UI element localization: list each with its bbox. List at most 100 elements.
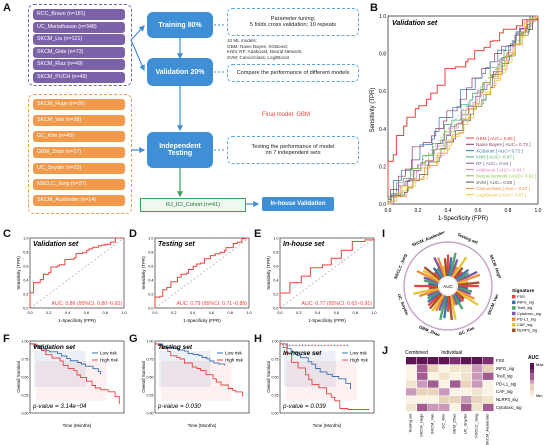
circular-bar (447, 295, 453, 320)
circular-bar (454, 271, 463, 280)
combined-label: Combined (405, 350, 428, 356)
panel-label-f: F (3, 333, 10, 345)
heatmap-cell (461, 357, 472, 365)
circular-bar (451, 266, 459, 278)
training-cohort-item: SKCM_PUCH (n=49) (33, 71, 125, 83)
models-note: 10 ML models: GBM; Naive Bayes; XGBoost; K… (227, 38, 303, 60)
circular-bar (452, 293, 464, 310)
x-tick-label: 0.4 (445, 208, 452, 214)
circular-bar (455, 268, 470, 281)
y-tick-label: 0.8 (148, 250, 153, 254)
col-label: GBM_Zhao (452, 413, 457, 434)
heatmap-cell (461, 396, 472, 404)
heatmap-cell (439, 357, 450, 365)
set-label: SKCM_Auslander (411, 229, 446, 247)
circular-bar (457, 273, 481, 284)
low-risk-curve (279, 343, 351, 390)
legend-label: Cancerclass [ AUC= 0.57 ] (476, 186, 530, 191)
training-cohort-group (28, 4, 132, 86)
heatmap-cell (428, 396, 439, 404)
circular-bar (457, 288, 472, 296)
panel-label-i: I (382, 228, 386, 240)
y-tick-label: 0.25 (272, 393, 279, 397)
y-tick-label: 0.8 (379, 52, 386, 58)
censor-mark: + (327, 343, 330, 349)
circular-bar (427, 291, 441, 303)
x-tick-label: 0.2 (171, 311, 176, 315)
circular-bar (455, 290, 479, 306)
circular-bar (423, 276, 439, 284)
auc-label: AUC: 0.86 (95%CI: 0.80~0.92) (51, 301, 122, 307)
heatmap-cell (417, 364, 428, 373)
legend-label: GBM [ AUC= 0.86 ] (476, 136, 515, 141)
legend-swatch (512, 306, 516, 310)
censor-mark: + (285, 343, 288, 349)
legend-swatch (512, 317, 516, 321)
circular-bar (453, 267, 464, 279)
testing-cohort-group (28, 94, 132, 214)
legend-gradient-step (530, 380, 534, 384)
col-label: SKCM_Hugo (419, 413, 424, 437)
plot-frame (154, 237, 250, 309)
legend-gradient-step (530, 366, 534, 370)
roc-curve (154, 237, 249, 308)
heatmap-cell (417, 388, 428, 396)
testing-note: Testing the performance of model on 7 ind… (227, 136, 359, 164)
diagonal-line (279, 237, 375, 309)
y-tick-label: 1.0 (23, 236, 28, 240)
legend-swatch (512, 328, 516, 333)
y-tick-label: 0.50 (147, 375, 154, 379)
roc-chart-validation: Validation set AUC: 0.86 (95%CI: 0.80~0.9… (16, 236, 127, 323)
legend-label: Tcell_sig (517, 305, 532, 310)
censor-mark: + (307, 343, 310, 349)
heatmap-cell (472, 364, 483, 373)
high-risk-ci (161, 361, 232, 401)
y-tick-label: 0.00 (147, 411, 154, 415)
heatmap-cell (472, 403, 483, 412)
training-cohort-item: SKCM_Gide (n=73) (33, 46, 125, 58)
heatmap-cell (406, 396, 417, 404)
x-axis-label: Time (Months) (188, 423, 217, 428)
censor-mark: + (317, 343, 320, 349)
legend-swatch (512, 323, 516, 327)
heatmap-cell (439, 380, 450, 388)
training-cohort-item: RCC_Braun (n=181) (33, 9, 125, 20)
circular-bar (455, 291, 465, 300)
testing-step: Independent Testing (147, 132, 213, 168)
heatmap-cell (483, 372, 494, 380)
legend-label: Naive Bayes [ AUC= 0.73 ] (476, 142, 531, 147)
circular-bar (457, 281, 480, 287)
row-label: CAF_sig (496, 389, 513, 394)
chart-title: Testing set (158, 241, 195, 248)
panel-label-e: E (254, 228, 262, 240)
x-tick-label: 0.0 (27, 311, 32, 315)
circular-bar (433, 257, 445, 278)
row-label: PD-L1_sig (496, 381, 517, 386)
y-axis-label: Sensitivity (TPR) (16, 256, 21, 290)
center-label: AUC (443, 284, 453, 289)
y-tick-label: 0.75 (272, 357, 279, 361)
auc-label: AUC: 0.79 (95%CI: 0.71~0.86) (176, 301, 247, 307)
circular-bar (454, 292, 465, 303)
x-axis-label: Time (Months) (63, 423, 92, 428)
circular-bar (443, 295, 449, 319)
heatmap-cell (428, 403, 439, 412)
x-axis-label: 1-Specificity (FPR) (438, 216, 488, 222)
rj-ici-cohort-box: RJ_ICI_Cohort (n=41) (140, 198, 246, 212)
legend-min: Min (536, 393, 542, 398)
legend-title: AUC (528, 355, 539, 361)
col-label: SKCM_Van (430, 414, 435, 435)
y-tick-label: 0.00 (22, 411, 29, 415)
row-label: Tcell_sig (496, 374, 513, 379)
p-value-label: p-value = 0.039 (282, 403, 326, 410)
y-tick-label: 1.00 (22, 339, 29, 343)
testing-cohort-item: GBM_Zhao (n=17) (33, 147, 125, 158)
circular-bar (423, 266, 441, 281)
circular-bar (427, 289, 440, 297)
final-model-label: Final model: GBM (262, 112, 311, 118)
roc-curve (279, 237, 375, 308)
y-tick-label: 1.0 (379, 14, 386, 20)
heatmap-cell (417, 396, 428, 404)
circular-bar (443, 258, 449, 277)
